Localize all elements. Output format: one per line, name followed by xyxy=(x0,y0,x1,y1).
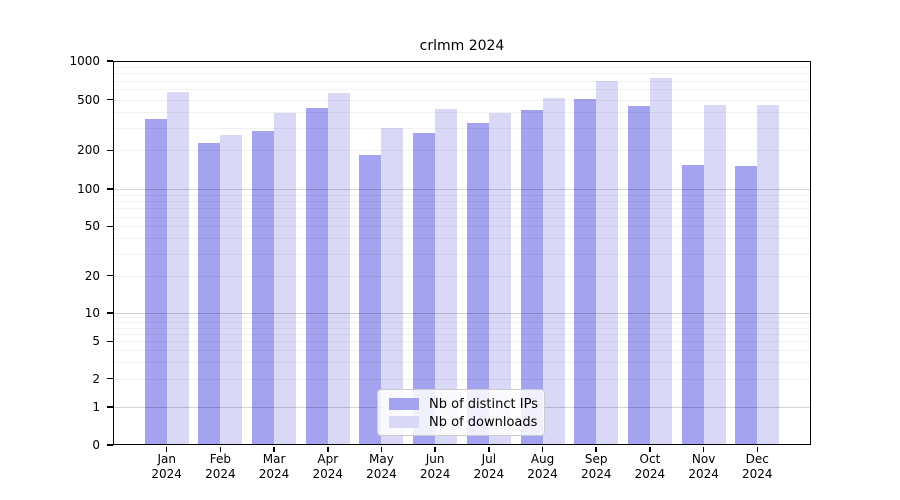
legend-row-downloads: Nb of downloads xyxy=(389,413,544,431)
y-tick-mark xyxy=(107,225,113,228)
x-tick-label: Apr 2024 xyxy=(312,452,344,481)
x-tick-label: Oct 2024 xyxy=(634,452,666,481)
bar-distinct-ips xyxy=(466,123,489,445)
x-tick-mark xyxy=(488,446,490,452)
y-tick-label: 50 xyxy=(84,219,100,234)
legend-label-distinct-ips: Nb of distinct IPs xyxy=(429,396,538,412)
x-tick-mark xyxy=(219,446,222,452)
y-tick-label: 20 xyxy=(84,268,100,283)
y-tick-mark xyxy=(107,444,113,446)
bar-distinct-ips xyxy=(413,132,436,445)
bar-downloads xyxy=(703,105,726,445)
bar-downloads xyxy=(596,80,619,445)
y-tick-label: 0 xyxy=(92,438,100,452)
legend-label-downloads: Nb of downloads xyxy=(429,414,538,430)
bar-downloads xyxy=(435,109,458,445)
legend-swatch-distinct-ips xyxy=(389,398,419,410)
y-tick-mark xyxy=(107,149,113,152)
y-tick-mark xyxy=(107,274,113,277)
legend-row-distinct-ips: Nb of distinct IPs xyxy=(389,395,544,413)
plot-area: Nb of distinct IPs Nb of downloads xyxy=(113,61,811,445)
y-tick-mark xyxy=(107,98,113,101)
bar-downloads xyxy=(542,98,565,445)
x-tick-label: Jul 2024 xyxy=(473,452,505,481)
x-tick-mark xyxy=(165,446,168,452)
bars-layer xyxy=(113,61,811,445)
bar-distinct-ips xyxy=(574,98,597,445)
x-tick-mark xyxy=(649,446,651,452)
x-tick-label: Sep 2024 xyxy=(580,452,612,481)
x-tick-label: Mar 2024 xyxy=(258,452,290,481)
x-tick-label: Aug 2024 xyxy=(527,452,558,481)
x-tick-mark xyxy=(327,446,329,452)
x-tick-mark xyxy=(595,446,597,452)
y-tick-label: 100 xyxy=(77,182,100,196)
x-tick-mark xyxy=(380,446,383,452)
y-tick-label: 2 xyxy=(92,371,100,386)
x-tick-mark xyxy=(702,446,705,452)
bar-distinct-ips xyxy=(735,166,758,445)
x-tick-label: Jun 2024 xyxy=(419,452,451,481)
y-tick-label: 1 xyxy=(92,400,100,414)
y-tick-label: 5 xyxy=(92,334,100,349)
x-tick-label: May 2024 xyxy=(366,452,397,481)
bar-downloads xyxy=(166,91,189,445)
bar-distinct-ips xyxy=(144,118,167,445)
bar-downloads xyxy=(488,113,511,445)
x-tick-mark xyxy=(273,446,275,452)
y-tick-mark xyxy=(107,340,113,343)
bar-downloads xyxy=(327,93,350,445)
y-tick-label: 1000 xyxy=(69,54,100,68)
x-tick-label: Nov 2024 xyxy=(688,452,719,481)
y-tick-mark xyxy=(107,188,113,190)
legend-swatch-downloads xyxy=(389,416,419,428)
bar-distinct-ips xyxy=(681,164,704,445)
bar-distinct-ips xyxy=(359,154,382,445)
bar-downloads xyxy=(381,127,404,445)
y-tick-label: 200 xyxy=(77,143,100,158)
x-tick-label: Dec 2024 xyxy=(742,452,773,481)
x-tick-mark xyxy=(434,446,436,452)
chart-title: crlmm 2024 xyxy=(419,38,505,54)
legend: Nb of distinct IPs Nb of downloads xyxy=(377,389,545,436)
bar-distinct-ips xyxy=(305,107,328,445)
x-tick-mark xyxy=(756,446,759,452)
y-tick-label: 10 xyxy=(84,306,100,320)
bar-downloads xyxy=(220,134,243,445)
y-tick-mark xyxy=(107,377,113,380)
x-tick-label: Feb 2024 xyxy=(205,452,236,481)
y-tick-mark xyxy=(107,312,113,314)
bar-distinct-ips xyxy=(252,130,275,445)
bar-downloads xyxy=(757,104,780,445)
bar-distinct-ips xyxy=(520,109,543,445)
x-tick-label: Jan 2024 xyxy=(151,452,182,481)
bar-downloads xyxy=(649,78,672,445)
y-tick-mark xyxy=(107,60,113,62)
bar-downloads xyxy=(274,113,297,445)
bar-distinct-ips xyxy=(627,106,650,445)
y-tick-mark xyxy=(107,406,113,408)
y-tick-label: 500 xyxy=(77,92,100,107)
bar-distinct-ips xyxy=(198,142,221,445)
x-tick-mark xyxy=(541,446,544,452)
